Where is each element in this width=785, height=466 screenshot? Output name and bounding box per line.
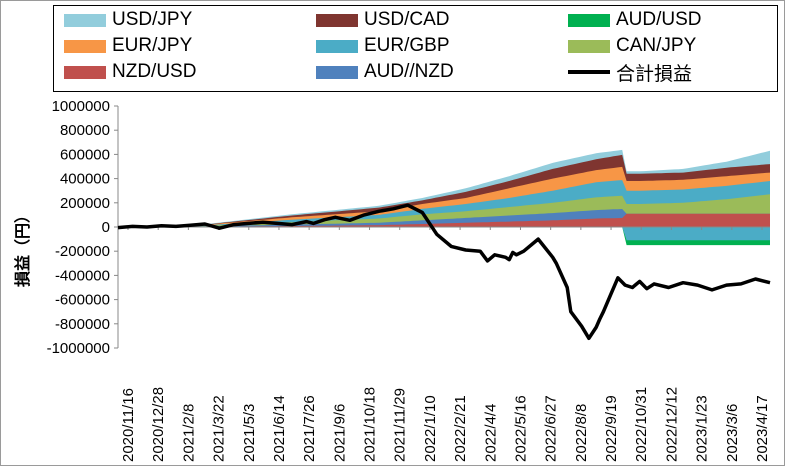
x-tick-label: 2023/4/17	[754, 395, 771, 462]
y-tick-label: -400000	[55, 267, 110, 284]
legend-swatch	[568, 39, 610, 53]
y-axis-title: 損益（円）	[13, 207, 32, 287]
legend-swatch	[64, 13, 106, 27]
legend-label: AUD/USD	[616, 9, 702, 30]
x-tick-label: 2021/10/18	[362, 387, 379, 462]
legend-label: USD/CAD	[364, 9, 450, 30]
y-tick-label: 1000000	[52, 98, 110, 115]
legend-item: USD/CAD	[316, 9, 450, 31]
y-tick-label: -800000	[55, 316, 110, 333]
legend-swatch	[568, 13, 610, 27]
x-tick-label: 2021/5/3	[241, 404, 258, 462]
x-tick-label: 2021/7/26	[301, 395, 318, 462]
y-tick-label: 200000	[60, 195, 110, 212]
legend-label: USD/JPY	[112, 9, 193, 30]
y-tick-label: 400000	[60, 171, 110, 188]
y-tick-label: -600000	[55, 292, 110, 309]
x-tick-label: 2021/9/6	[331, 404, 348, 462]
legend-label: EUR/JPY	[112, 35, 193, 56]
y-tick-label: -1000000	[47, 340, 110, 357]
x-tick-label: 2021/3/22	[211, 395, 228, 462]
x-tick-label: 2022/12/12	[663, 387, 680, 462]
x-tick-label: 2020/12/28	[150, 387, 167, 462]
legend-label: 合計損益	[616, 63, 693, 85]
x-tick-label: 2020/11/16	[120, 388, 137, 462]
legend-item: 合計損益	[568, 61, 693, 85]
legend: USD/JPY USD/CAD AUD/USD EUR/JPY EUR/GBP CAN/J…	[53, 5, 778, 92]
x-tick-label: 2022/9/19	[603, 395, 620, 462]
legend-label: CAN/JPY	[616, 35, 697, 56]
legend-item: USD/JPY	[64, 9, 192, 31]
legend-item: EUR/JPY	[64, 35, 192, 57]
legend-swatch	[64, 65, 106, 79]
legend-swatch	[316, 13, 358, 27]
y-tick-label: 600000	[60, 146, 110, 163]
legend-swatch	[316, 65, 358, 79]
x-tick-label: 2022/1/10	[422, 395, 439, 462]
x-tick-label: 2021/6/14	[271, 395, 288, 462]
legend-item: AUD/USD	[568, 9, 702, 31]
legend-item: AUD//NZD	[316, 61, 454, 83]
x-tick-label: 2021/11/29	[392, 388, 409, 462]
legend-item: NZD/USD	[64, 61, 196, 83]
legend-line-swatch	[568, 70, 610, 74]
x-tick-label: 2022/10/31	[633, 387, 650, 462]
x-tick-label: 2023/1/23	[694, 395, 711, 462]
x-tick-label: 2022/8/8	[573, 404, 590, 462]
x-tick-label: 2023/3/6	[724, 404, 741, 462]
y-tick-label: 0	[102, 219, 110, 236]
negative-area-eur-gbp	[118, 227, 770, 241]
x-tick-label: 2022/4/4	[482, 404, 499, 462]
legend-label: AUD//NZD	[364, 61, 454, 82]
legend-item: EUR/GBP	[316, 35, 450, 57]
x-tick-label: 2021/2/8	[180, 404, 197, 462]
x-tick-label: 2022/6/27	[543, 395, 560, 462]
legend-label: EUR/GBP	[364, 35, 450, 56]
legend-label: NZD/USD	[112, 61, 197, 82]
x-tick-label: 2022/2/21	[452, 395, 469, 462]
y-tick-label: -200000	[55, 243, 110, 260]
y-tick-label: 800000	[60, 122, 110, 139]
x-tick-label: 2022/5/16	[512, 395, 529, 462]
area-nzd-usd	[118, 213, 770, 227]
total-pnl-line	[117, 203, 771, 341]
legend-item: CAN/JPY	[568, 35, 696, 57]
legend-swatch	[316, 39, 358, 53]
legend-swatch	[64, 39, 106, 53]
